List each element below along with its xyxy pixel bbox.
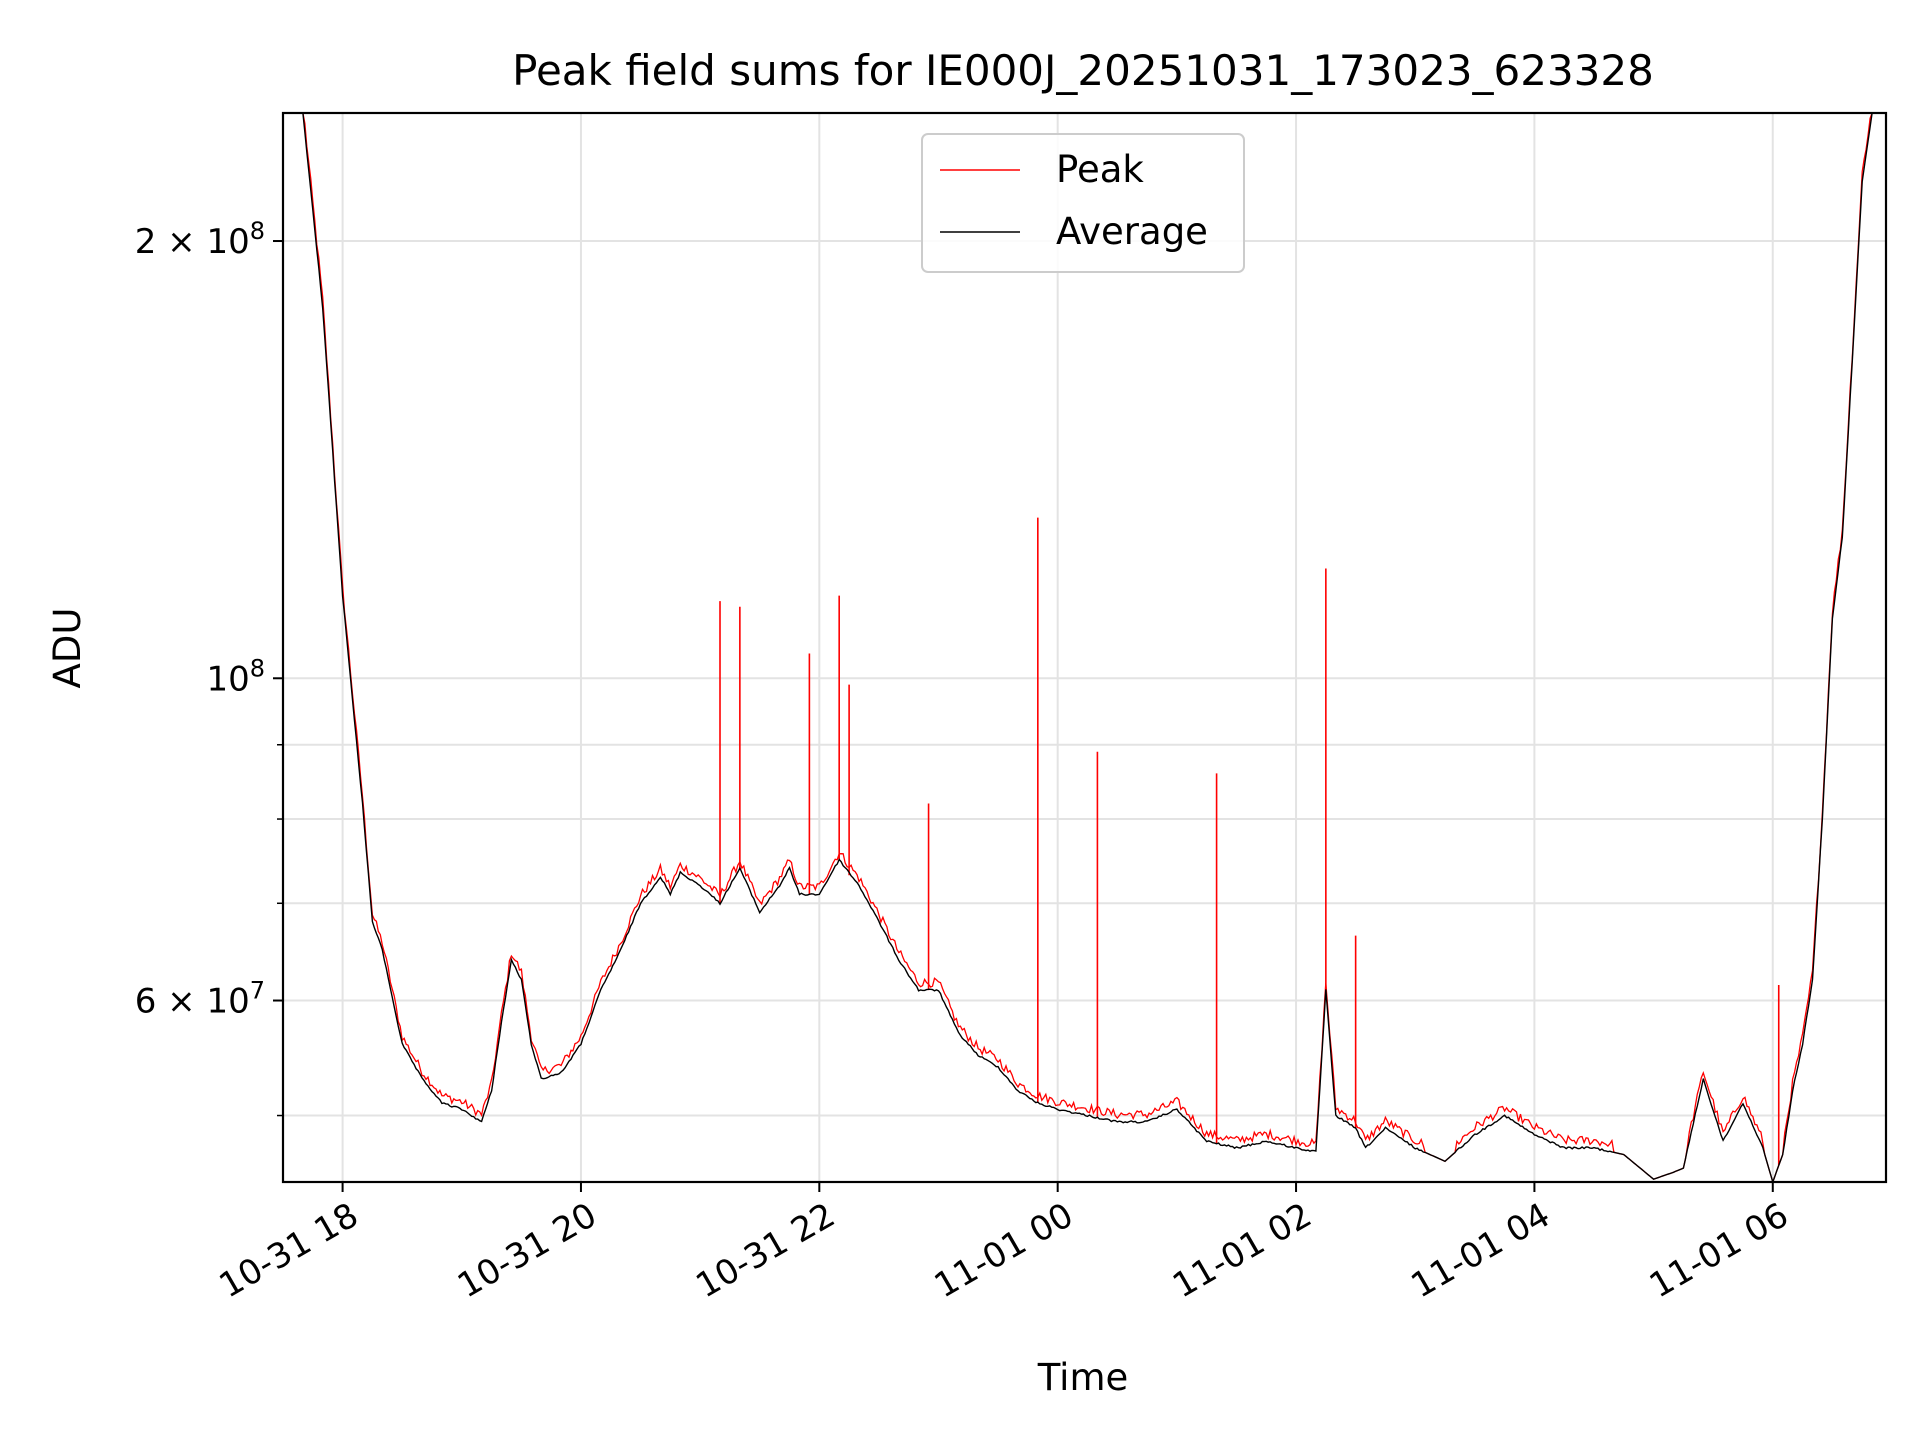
y-tick-label-exponent: 7 bbox=[250, 977, 265, 1005]
y-tick-label: 6 × 107 bbox=[135, 977, 265, 1022]
series-group bbox=[283, 113, 1882, 1182]
y-tick-label: 2 × 108 bbox=[135, 217, 265, 262]
legend-box bbox=[921, 133, 1245, 273]
x-axis-label: Time bbox=[1037, 1356, 1129, 1399]
chart-title: Peak field sums for IE000J_20251031_1730… bbox=[512, 46, 1654, 95]
average-series-line bbox=[283, 113, 1882, 1182]
legend-label-average: Average bbox=[1056, 210, 1208, 253]
legend-label-peak: Peak bbox=[1056, 148, 1144, 191]
y-tick-label-exponent: 8 bbox=[250, 217, 265, 245]
y-axis-label: ADU bbox=[46, 608, 89, 689]
grid-layer bbox=[283, 113, 1886, 1182]
legend: Peak Average bbox=[921, 133, 1245, 273]
plot-area bbox=[283, 113, 1882, 1182]
plot-frame bbox=[281, 111, 1888, 1184]
y-tick-label-exponent: 8 bbox=[250, 654, 265, 682]
